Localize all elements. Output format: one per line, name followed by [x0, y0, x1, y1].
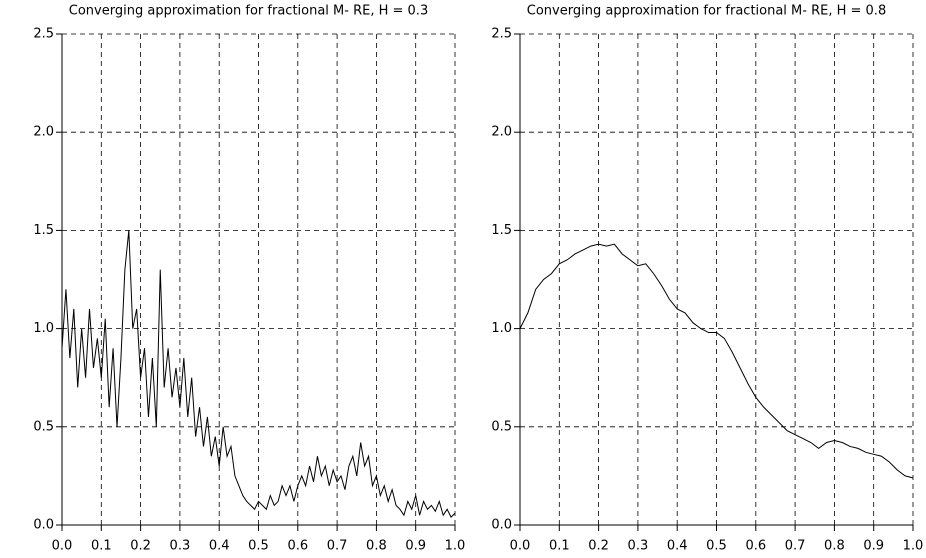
- x-tick-label: 0.4: [209, 539, 230, 554]
- x-tick-label: 0.7: [785, 539, 806, 554]
- y-tick-label: 1.5: [491, 223, 512, 238]
- x-tick-label: 1.0: [445, 539, 466, 554]
- y-tick-label: 0.5: [33, 419, 54, 434]
- x-tick-label: 0.9: [863, 539, 884, 554]
- x-tick-label: 0.3: [170, 539, 191, 554]
- line: [61, 230, 456, 518]
- y-tick-label: 1.5: [33, 223, 54, 238]
- y-tick-label: 1.0: [491, 321, 512, 336]
- y-tick-label: 2.0: [491, 125, 512, 140]
- chart-title: Converging approximation for fractional …: [527, 4, 886, 19]
- x-tick-label: 0.4: [667, 539, 688, 554]
- x-tick-label: 0.6: [745, 539, 766, 554]
- x-tick-label: 0.1: [91, 539, 112, 554]
- x-tick-label: 0.1: [549, 539, 570, 554]
- x-tick-label: 0.0: [52, 539, 73, 554]
- x-tick-label: 0.8: [366, 539, 387, 554]
- x-tick-label: 0.5: [706, 539, 727, 554]
- y-tick-label: 0.0: [491, 518, 512, 533]
- chart-title: Converging approximation for fractional …: [69, 4, 428, 19]
- y-tick-label: 1.0: [33, 321, 54, 336]
- x-tick-label: 0.6: [287, 539, 308, 554]
- x-tick-label: 0.3: [628, 539, 649, 554]
- x-tick-label: 0.8: [824, 539, 845, 554]
- y-tick-label: 0.0: [33, 518, 54, 533]
- x-tick-label: 0.7: [327, 539, 348, 554]
- x-tick-label: 0.2: [588, 539, 609, 554]
- line: [519, 243, 914, 479]
- x-tick-label: 0.2: [130, 539, 151, 554]
- y-tick-label: 2.5: [33, 27, 54, 42]
- y-tick-label: 2.5: [491, 27, 512, 42]
- x-tick-label: 0.5: [248, 539, 269, 554]
- x-tick-label: 0.0: [510, 539, 531, 554]
- y-tick-label: 2.0: [33, 125, 54, 140]
- x-tick-label: 1.0: [903, 539, 924, 554]
- x-tick-label: 0.9: [405, 539, 426, 554]
- y-tick-label: 0.5: [491, 419, 512, 434]
